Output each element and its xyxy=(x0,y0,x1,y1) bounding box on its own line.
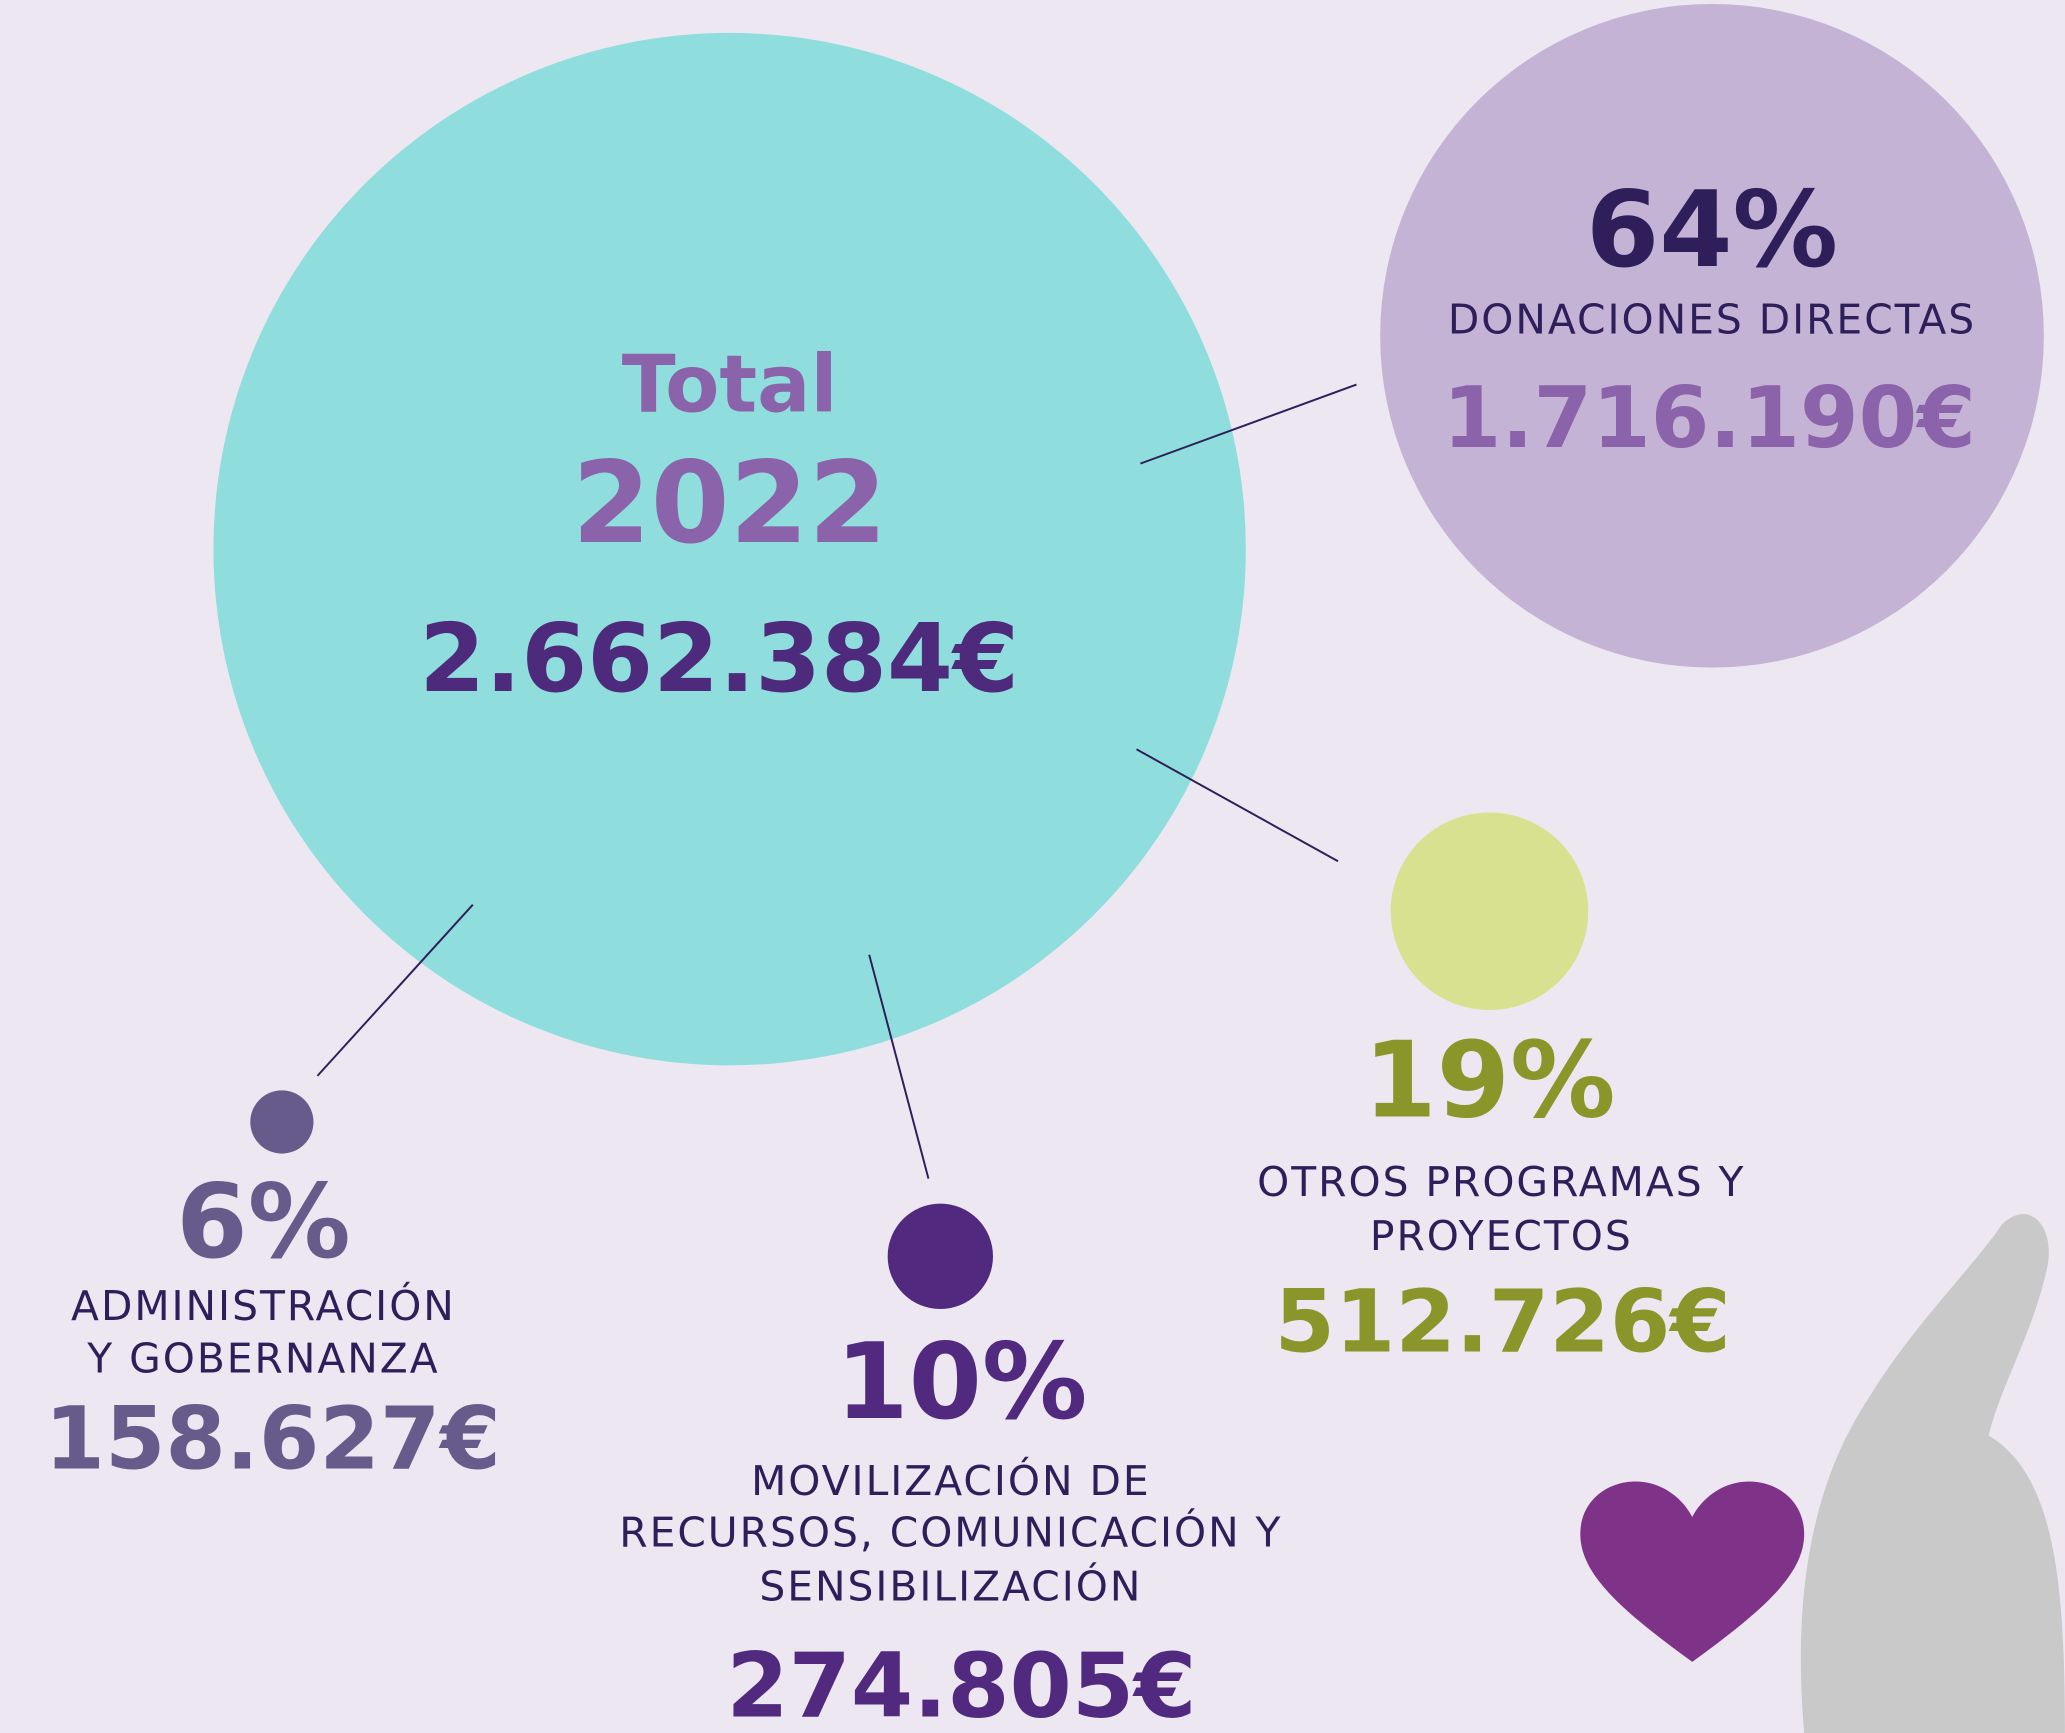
donations-circle xyxy=(1380,3,2044,668)
item-label: PROYECTOS xyxy=(1370,1212,1633,1260)
item-label: ADMINISTRACIÓN xyxy=(71,1282,456,1330)
item-label: MOVILIZACIÓN DE xyxy=(751,1457,1151,1505)
admin-circle xyxy=(250,1090,314,1154)
amount: 274.805€ xyxy=(726,1635,1196,1733)
leader-line xyxy=(868,954,930,1179)
item-label: DONACIONES DIRECTAS xyxy=(1448,296,1976,344)
total-amount: 2.662.384€ xyxy=(419,604,1019,714)
amount: 158.627€ xyxy=(45,1389,501,1490)
heart-decoration xyxy=(1580,1481,1805,1662)
percent: 64% xyxy=(1586,168,1838,291)
item-label: Y GOBERNANZA xyxy=(86,1335,439,1383)
mobilization-circle xyxy=(887,1203,993,1309)
leader-line xyxy=(1136,748,1339,863)
percent: 6% xyxy=(176,1163,350,1282)
leader-line xyxy=(316,904,474,1077)
leader-line xyxy=(1140,383,1357,465)
amount: 1.716.190€ xyxy=(1443,369,1976,467)
percent: 10% xyxy=(835,1320,1087,1443)
total-label: Total xyxy=(622,338,838,430)
total-circle xyxy=(213,32,1246,1066)
programs-circle xyxy=(1390,812,1589,1011)
hand-decoration xyxy=(1800,1214,2065,1733)
percent: 19% xyxy=(1363,1019,1615,1142)
amount: 512.726€ xyxy=(1274,1271,1730,1372)
total-year: 2022 xyxy=(572,437,887,569)
item-label: RECURSOS, COMUNICACIÓN Y xyxy=(619,1508,1282,1556)
item-label: OTROS PROGRAMAS Y xyxy=(1257,1158,1745,1206)
item-label: SENSIBILIZACIÓN xyxy=(759,1562,1142,1610)
